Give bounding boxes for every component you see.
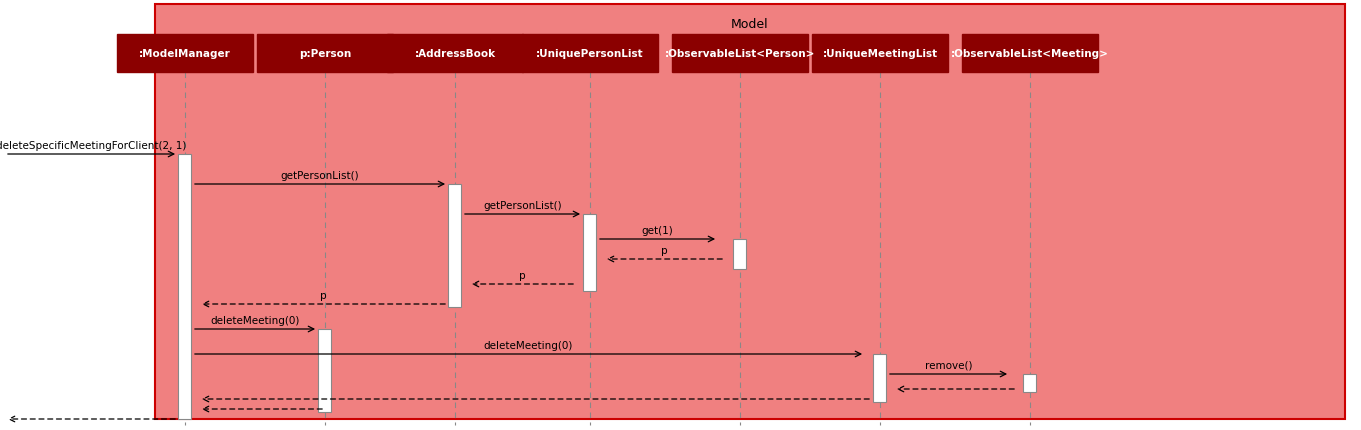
Text: get(1): get(1) <box>641 225 674 236</box>
Bar <box>449 184 461 307</box>
Text: :UniquePersonList: :UniquePersonList <box>536 49 644 59</box>
Text: p: p <box>320 290 327 300</box>
Bar <box>874 354 886 402</box>
Bar <box>734 240 746 269</box>
Bar <box>1023 374 1037 392</box>
Text: deleteMeeting(0): deleteMeeting(0) <box>483 340 573 350</box>
Text: p: p <box>661 246 668 255</box>
Bar <box>387 35 523 73</box>
Bar <box>584 215 596 291</box>
Bar <box>672 35 808 73</box>
Text: remove(): remove() <box>924 360 972 370</box>
Text: deleteMeeting(0): deleteMeeting(0) <box>211 315 299 325</box>
Bar <box>117 35 253 73</box>
Bar <box>813 35 949 73</box>
Text: deleteSpecificMeetingForClient(2, 1): deleteSpecificMeetingForClient(2, 1) <box>0 141 186 150</box>
Bar <box>178 155 192 419</box>
Text: Model: Model <box>731 18 769 31</box>
Text: :ModelManager: :ModelManager <box>139 49 231 59</box>
Text: :ObservableList<Person>: :ObservableList<Person> <box>664 49 815 59</box>
Text: :UniqueMeetingList: :UniqueMeetingList <box>822 49 938 59</box>
Bar <box>523 35 657 73</box>
Text: p: p <box>519 270 525 280</box>
Text: getPersonList(): getPersonList() <box>280 171 359 181</box>
Bar <box>155 5 1345 419</box>
Text: getPersonList(): getPersonList() <box>483 200 562 211</box>
Bar <box>257 35 393 73</box>
Text: :AddressBook: :AddressBook <box>415 49 495 59</box>
Text: :ObservableList<Meeting>: :ObservableList<Meeting> <box>951 49 1109 59</box>
Bar <box>318 329 332 412</box>
Text: p:Person: p:Person <box>299 49 351 59</box>
Bar <box>962 35 1098 73</box>
